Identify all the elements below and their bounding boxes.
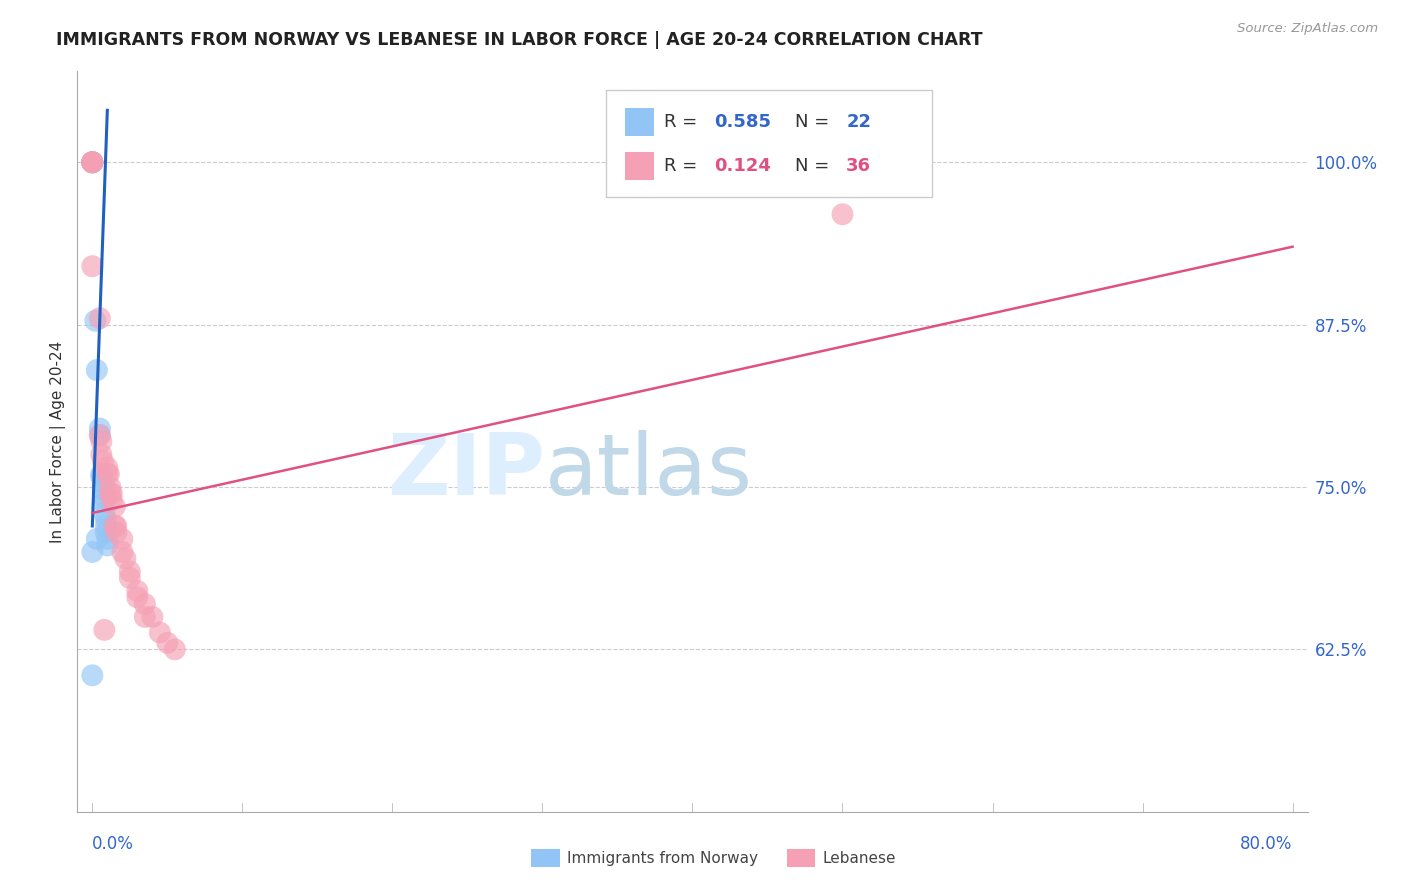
- Point: [91, 483, 114, 497]
- Point: [134, 597, 156, 611]
- Point: [94, 519, 117, 533]
- FancyBboxPatch shape: [624, 152, 654, 180]
- Point: [89, 311, 111, 326]
- Point: [90, 469, 112, 483]
- Text: 0.124: 0.124: [714, 157, 772, 175]
- Point: [91, 454, 114, 468]
- Point: [93, 495, 115, 509]
- Point: [111, 532, 134, 546]
- Point: [156, 636, 179, 650]
- Point: [96, 532, 118, 546]
- Point: [89, 428, 111, 442]
- Point: [90, 434, 112, 449]
- Text: Source: ZipAtlas.com: Source: ZipAtlas.com: [1237, 22, 1378, 36]
- Point: [127, 591, 149, 605]
- Point: [98, 486, 121, 500]
- Point: [134, 610, 156, 624]
- Point: [93, 491, 115, 505]
- Point: [163, 642, 186, 657]
- Point: [127, 583, 149, 598]
- Point: [97, 467, 120, 481]
- Point: [86, 363, 108, 377]
- Point: [82, 668, 104, 682]
- Point: [82, 155, 104, 169]
- Point: [93, 623, 115, 637]
- Point: [82, 155, 104, 169]
- Point: [96, 460, 118, 475]
- Text: atlas: atlas: [546, 430, 752, 513]
- Point: [82, 545, 104, 559]
- Point: [82, 155, 104, 169]
- Point: [111, 545, 134, 559]
- Point: [149, 625, 172, 640]
- Text: 80.0%: 80.0%: [1240, 835, 1292, 853]
- Point: [94, 525, 117, 540]
- Y-axis label: In Labor Force | Age 20-24: In Labor Force | Age 20-24: [51, 341, 66, 542]
- Text: ZIP: ZIP: [387, 430, 546, 513]
- Point: [90, 448, 112, 462]
- Point: [89, 421, 111, 435]
- Point: [104, 500, 127, 514]
- Text: IMMIGRANTS FROM NORWAY VS LEBANESE IN LABOR FORCE | AGE 20-24 CORRELATION CHART: IMMIGRANTS FROM NORWAY VS LEBANESE IN LA…: [56, 31, 983, 49]
- Text: N =: N =: [794, 157, 835, 175]
- Point: [101, 493, 124, 508]
- Text: N =: N =: [794, 112, 835, 131]
- Text: 0.0%: 0.0%: [93, 835, 134, 853]
- Point: [84, 314, 107, 328]
- Text: Lebanese: Lebanese: [823, 851, 896, 865]
- Point: [118, 571, 141, 585]
- Point: [82, 155, 104, 169]
- Point: [105, 519, 128, 533]
- Point: [93, 506, 115, 520]
- Point: [82, 259, 104, 273]
- Text: R =: R =: [664, 157, 703, 175]
- Point: [82, 155, 104, 169]
- Text: Immigrants from Norway: Immigrants from Norway: [567, 851, 758, 865]
- Point: [82, 155, 104, 169]
- Point: [94, 512, 117, 526]
- Text: 22: 22: [846, 112, 872, 131]
- Point: [96, 467, 118, 481]
- Point: [104, 519, 127, 533]
- Point: [91, 476, 114, 491]
- Point: [101, 486, 124, 500]
- FancyBboxPatch shape: [624, 108, 654, 136]
- Point: [118, 565, 141, 579]
- Point: [98, 480, 121, 494]
- Text: 36: 36: [846, 157, 872, 175]
- Point: [86, 532, 108, 546]
- FancyBboxPatch shape: [606, 90, 932, 197]
- Point: [90, 467, 112, 481]
- Text: 0.585: 0.585: [714, 112, 772, 131]
- Text: R =: R =: [664, 112, 703, 131]
- Point: [114, 551, 136, 566]
- Point: [89, 428, 111, 442]
- Point: [96, 538, 118, 552]
- Point: [831, 207, 853, 221]
- Point: [105, 525, 128, 540]
- Point: [82, 155, 104, 169]
- Point: [141, 610, 163, 624]
